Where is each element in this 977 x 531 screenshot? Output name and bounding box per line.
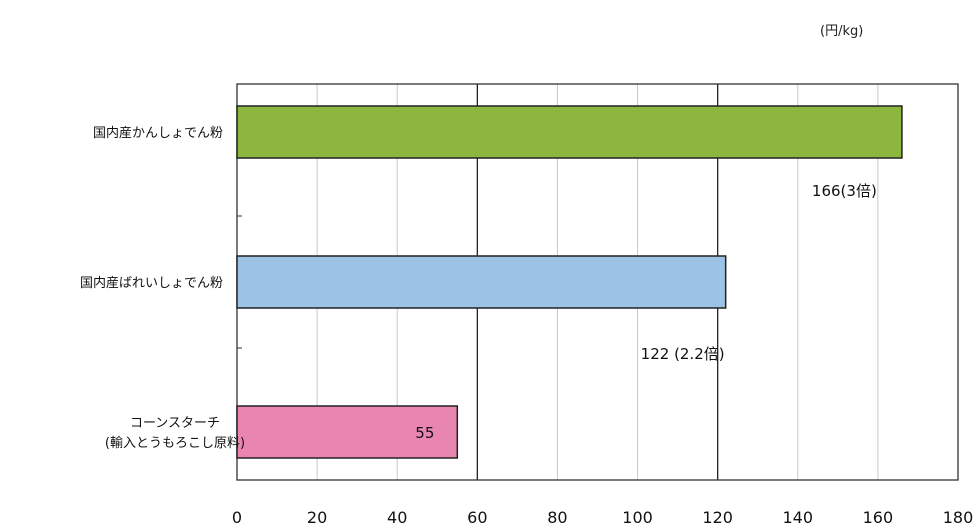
data-label-2: 122 (2.2倍) bbox=[641, 345, 725, 363]
x-tick-label-40: 40 bbox=[387, 508, 407, 527]
x-tick-label-20: 20 bbox=[307, 508, 327, 527]
x-tick-label-140: 140 bbox=[783, 508, 814, 527]
category-label-2: 国内産ばれいしょでん粉 bbox=[80, 275, 223, 291]
x-tick-label-100: 100 bbox=[622, 508, 653, 527]
x-tick-label-60: 60 bbox=[467, 508, 487, 527]
bar-3 bbox=[236, 405, 459, 459]
x-tick-label-0: 0 bbox=[232, 508, 242, 527]
bar-1 bbox=[236, 105, 903, 159]
x-tick-label-80: 80 bbox=[547, 508, 567, 527]
x-tick-label-160: 160 bbox=[863, 508, 894, 527]
category-label-1: 国内産かんしょでん粉 bbox=[93, 125, 223, 141]
x-tick-label-180: 180 bbox=[943, 508, 974, 527]
unit-label: (円/kg) bbox=[820, 24, 863, 39]
category-label-3: コーンスターチ(輸入とうもろこし原料) bbox=[105, 416, 245, 451]
bar-2 bbox=[236, 255, 727, 309]
data-labels: 166(3倍) 122 (2.2倍) 55 bbox=[415, 182, 877, 442]
x-axis-ticks: 0 20 40 60 80 100 120 140 160 180 bbox=[232, 508, 973, 527]
bars bbox=[236, 105, 903, 459]
data-label-3: 55 bbox=[415, 424, 434, 442]
data-label-1: 166(3倍) bbox=[812, 182, 877, 200]
x-tick-label-120: 120 bbox=[702, 508, 733, 527]
